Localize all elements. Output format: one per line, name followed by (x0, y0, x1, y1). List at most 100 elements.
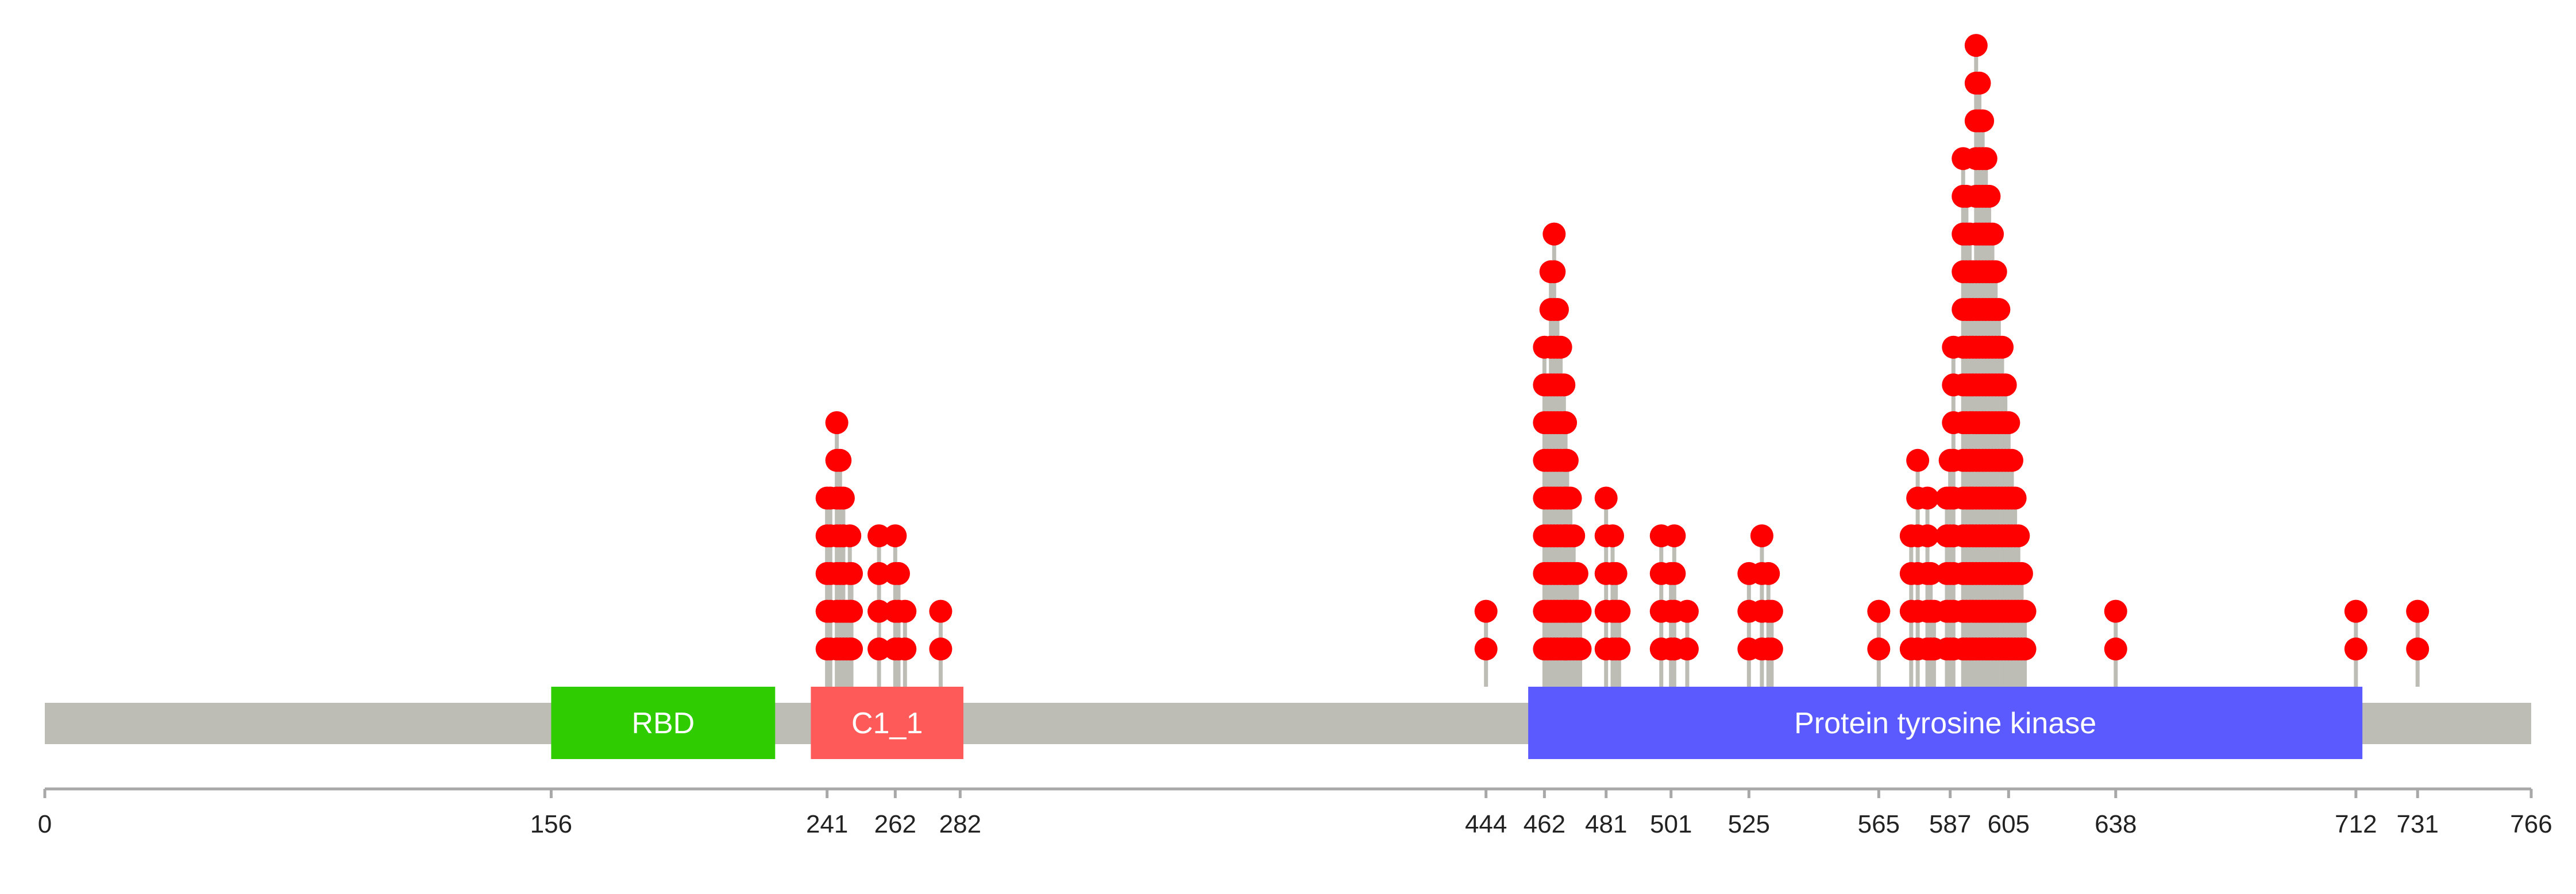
mutation-stems (825, 45, 2420, 687)
mutation-point (1663, 562, 1686, 585)
x-tick-label: 766 (2510, 810, 2552, 838)
mutation-point (831, 486, 855, 510)
domain-box (811, 687, 963, 759)
mutation-point (2013, 637, 2037, 661)
mutation-point (1964, 34, 1988, 57)
x-tick-label: 525 (1728, 810, 1770, 838)
mutation-point (867, 599, 891, 623)
mutation-point (1555, 448, 1579, 472)
mutation-point (1987, 298, 2011, 321)
mutation-point (2344, 599, 2367, 623)
mutation-point (1675, 637, 1699, 661)
mutation-point (1568, 599, 1592, 623)
mutation-point (1997, 411, 2020, 435)
x-tick-label: 444 (1465, 810, 1507, 838)
mutation-point (1760, 599, 1783, 623)
mutation-point (1906, 448, 1930, 472)
mutation-point (1474, 599, 1498, 623)
mutation-point (1562, 524, 1586, 548)
x-tick-label: 241 (806, 810, 848, 838)
x-tick-label: 638 (2095, 810, 2137, 838)
mutation-point (1974, 147, 1997, 171)
mutation-point (840, 562, 863, 585)
mutation-point (1542, 222, 1566, 246)
mutation-point (1604, 562, 1628, 585)
x-tick-label: 587 (1929, 810, 1971, 838)
mutation-point (1601, 524, 1625, 548)
mutation-point (1971, 109, 1995, 133)
domain-box (551, 687, 776, 759)
x-tick-label: 156 (530, 810, 572, 838)
mutation-point (1663, 524, 1686, 548)
x-tick-label: 731 (2397, 810, 2439, 838)
mutation-point (840, 637, 863, 661)
mutation-point (2000, 448, 2023, 472)
mutation-point (1474, 637, 1498, 661)
mutation-point (886, 562, 910, 585)
mutation-point (929, 637, 952, 661)
x-tick-label: 462 (1524, 810, 1565, 838)
mutation-point (1984, 260, 2007, 284)
domain-label: Protein tyrosine kinase (1794, 707, 2096, 740)
mutation-point (2013, 599, 2037, 623)
x-tick-label: 481 (1585, 810, 1627, 838)
mutation-point (1568, 637, 1592, 661)
mutation-point (1549, 335, 1572, 359)
mutation-point (1545, 298, 1569, 321)
mutation-point (893, 637, 917, 661)
mutation-heads (815, 34, 2430, 661)
mutation-point (2344, 637, 2367, 661)
domain-box (1528, 687, 2363, 759)
mutation-point (840, 599, 863, 623)
mutation-point (1554, 411, 1578, 435)
mutation-point (1542, 260, 1566, 284)
x-tick-label: 605 (1988, 810, 2030, 838)
x-tick-label: 262 (874, 810, 916, 838)
mutation-point (1968, 71, 1991, 95)
mutation-point (2104, 637, 2127, 661)
mutation-point (1981, 222, 2004, 246)
mutation-point (1867, 637, 1891, 661)
mutation-point (929, 599, 952, 623)
mutation-point (2104, 599, 2127, 623)
mutation-point (1916, 524, 1939, 548)
x-tick-label: 0 (38, 810, 52, 838)
x-tick-label: 712 (2335, 810, 2377, 838)
mutation-point (1916, 486, 1939, 510)
mutation-point (1993, 373, 2017, 397)
mutation-point (1867, 599, 1891, 623)
mutation-point (1991, 335, 2014, 359)
mutation-point (2010, 562, 2033, 585)
mutation-point (867, 562, 891, 585)
x-tick-label: 282 (939, 810, 981, 838)
mutation-point (1565, 562, 1588, 585)
mutation-point (867, 524, 891, 548)
mutation-point (1757, 562, 1780, 585)
domain-label: RBD (631, 707, 695, 740)
mutation-point (825, 411, 849, 435)
x-tick-label: 565 (1858, 810, 1900, 838)
mutation-point (893, 599, 917, 623)
mutation-point (1607, 599, 1631, 623)
mutation-point (1594, 486, 1618, 510)
mutation-point (1977, 184, 2001, 208)
mutation-point (1559, 486, 1582, 510)
mutation-point (1750, 524, 1773, 548)
domain-label: C1_1 (851, 707, 923, 740)
mutation-point (838, 524, 862, 548)
domain-boxes: RBD C1_1 Protein tyrosine kinase (551, 687, 2363, 759)
mutation-point (867, 637, 891, 661)
mutation-point (1675, 599, 1699, 623)
mutation-point (2406, 637, 2430, 661)
mutation-point (2007, 524, 2030, 548)
mutation-point (1607, 637, 1631, 661)
mutation-point (1552, 373, 1576, 397)
mutation-point (884, 524, 907, 548)
x-axis-ticks: 0 156 241 262 282 444 462 481 501 525 565 587 605 638… (38, 789, 2552, 838)
mutation-point (1760, 637, 1783, 661)
x-tick-label: 501 (1650, 810, 1692, 838)
mutation-point (828, 448, 852, 472)
mutation-point (2406, 599, 2430, 623)
mutation-point (2003, 486, 2027, 510)
